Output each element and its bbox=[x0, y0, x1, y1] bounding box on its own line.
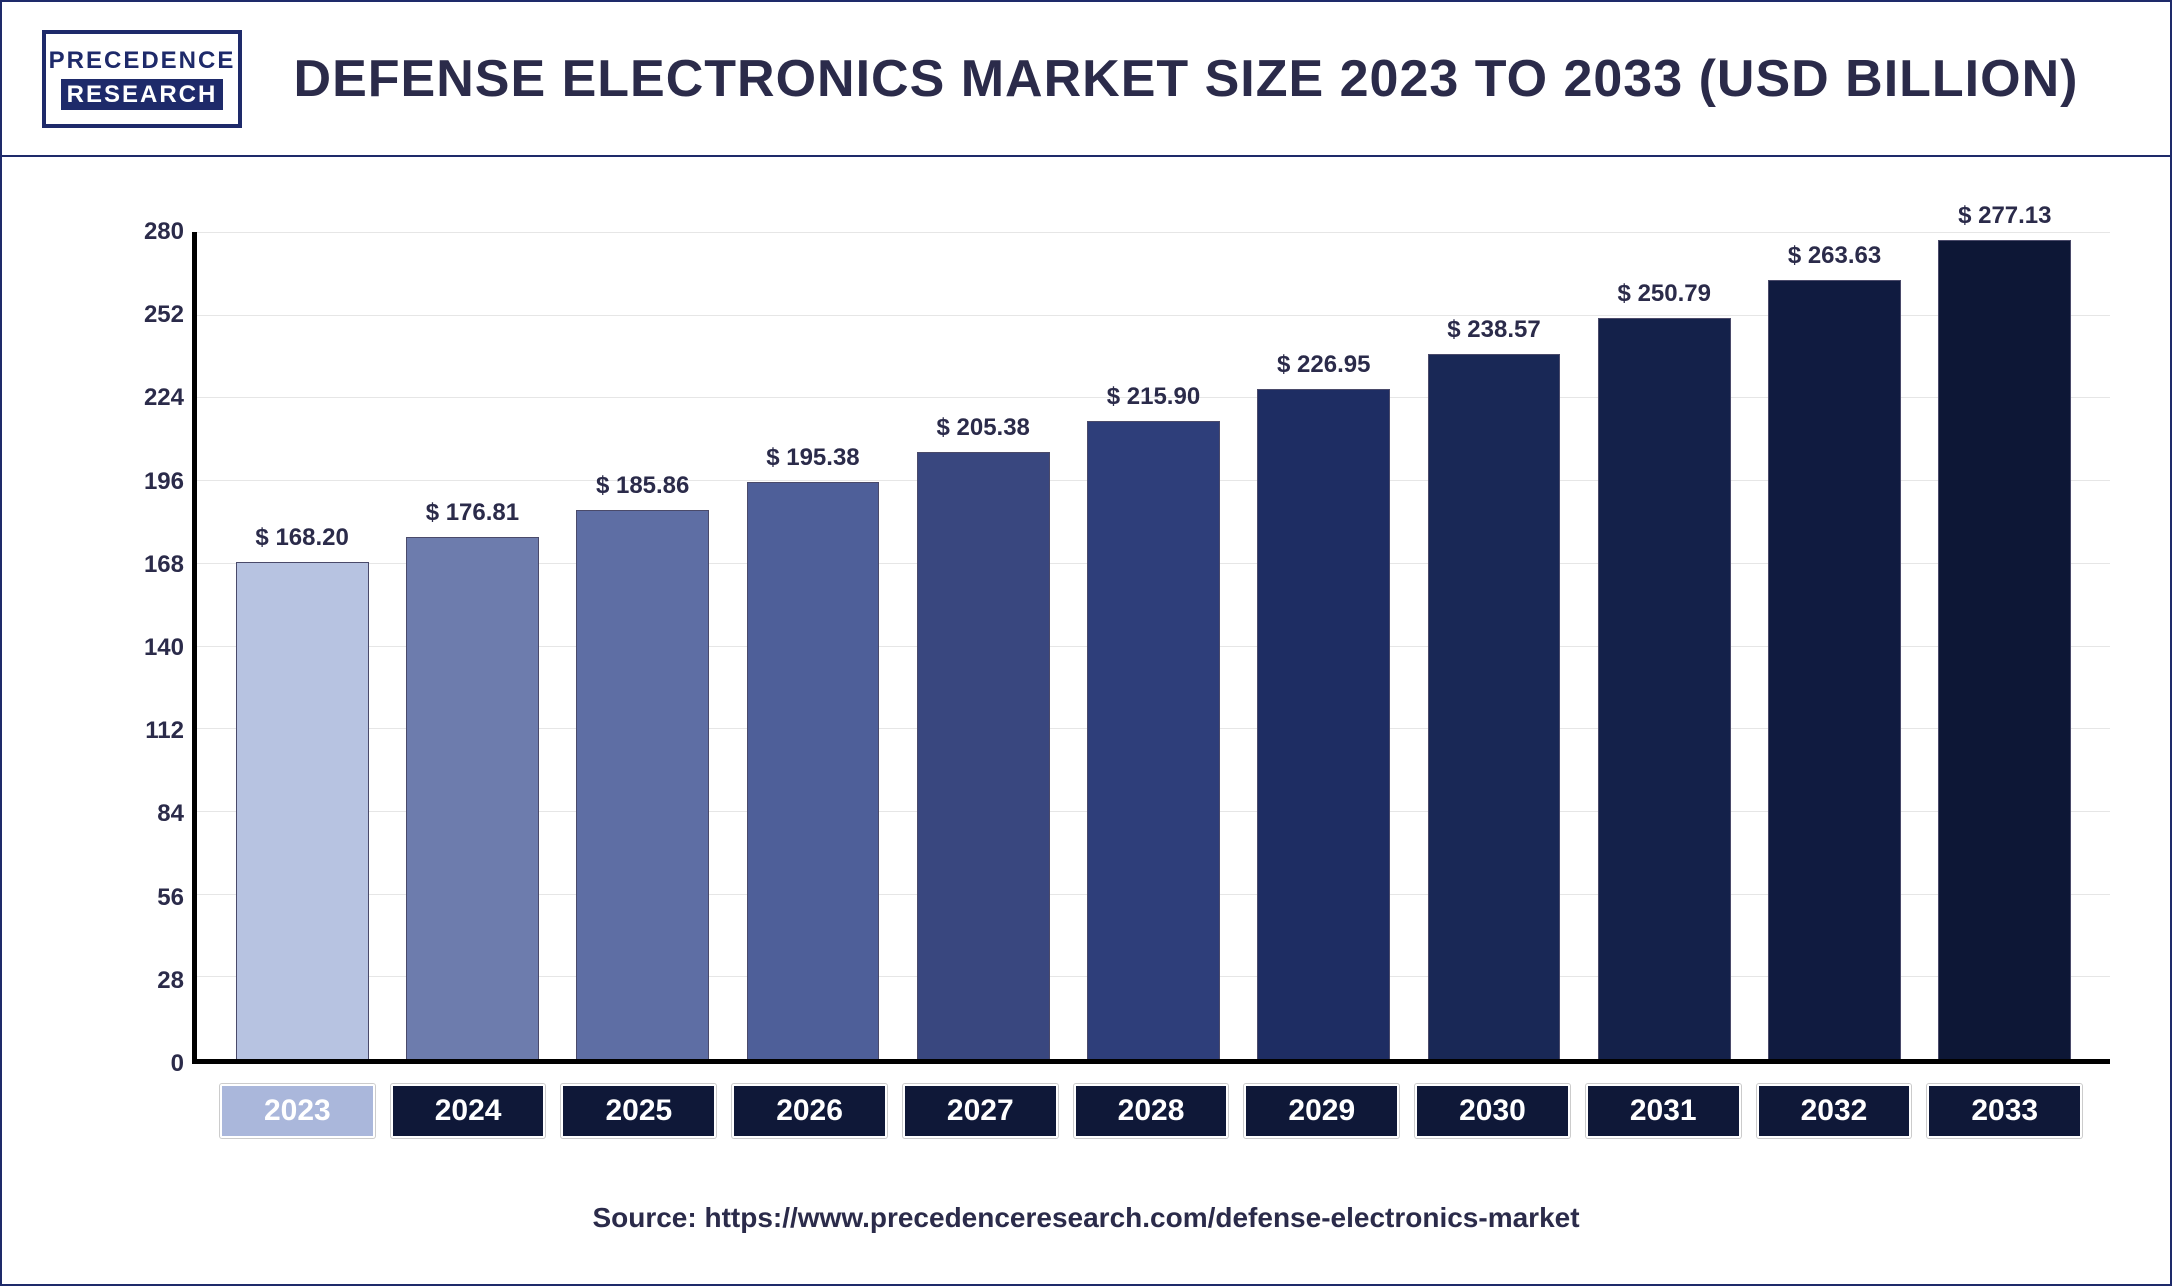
axes: $ 168.20$ 176.81$ 185.86$ 195.38$ 205.38… bbox=[192, 232, 2110, 1064]
x-axis-label: 2033 bbox=[1927, 1084, 2082, 1138]
x-axis-label: 2030 bbox=[1415, 1084, 1570, 1138]
bar-value-label: $ 215.90 bbox=[1034, 383, 1272, 411]
x-axis-label: 2028 bbox=[1074, 1084, 1229, 1138]
bar-slot: $ 185.86 bbox=[558, 232, 728, 1059]
bars-container: $ 168.20$ 176.81$ 185.86$ 195.38$ 205.38… bbox=[197, 232, 2110, 1059]
chart-frame: PRECEDENCE RESEARCH DEFENSE ELECTRONICS … bbox=[0, 0, 2172, 1286]
chart-title: DEFENSE ELECTRONICS MARKET SIZE 2023 TO … bbox=[242, 49, 2130, 109]
y-tick-label: 0 bbox=[171, 1050, 184, 1078]
bar-value-label: $ 250.79 bbox=[1545, 280, 1783, 308]
bar bbox=[1598, 318, 1731, 1059]
bar-slot: $ 238.57 bbox=[1409, 232, 1579, 1059]
bar bbox=[576, 510, 709, 1059]
x-axis-label: 2023 bbox=[220, 1084, 375, 1138]
bar-value-label: $ 226.95 bbox=[1205, 351, 1443, 379]
bar-value-label: $ 168.20 bbox=[183, 524, 421, 552]
y-tick-label: 252 bbox=[144, 301, 184, 329]
bar bbox=[1087, 421, 1220, 1059]
x-axis-label: 2032 bbox=[1757, 1084, 1912, 1138]
bar-slot: $ 195.38 bbox=[728, 232, 898, 1059]
bar-value-label: $ 195.38 bbox=[694, 444, 932, 472]
y-tick-label: 28 bbox=[157, 967, 184, 995]
bar-value-label: $ 185.86 bbox=[523, 472, 761, 500]
y-tick-label: 168 bbox=[144, 551, 184, 579]
bar bbox=[1428, 354, 1561, 1059]
bar-value-label: $ 205.38 bbox=[864, 414, 1102, 442]
x-axis-label: 2031 bbox=[1586, 1084, 1741, 1138]
y-tick-label: 84 bbox=[157, 800, 184, 828]
bar-slot: $ 176.81 bbox=[387, 232, 557, 1059]
bar bbox=[1938, 240, 2071, 1059]
bar-slot: $ 205.38 bbox=[898, 232, 1068, 1059]
header: PRECEDENCE RESEARCH DEFENSE ELECTRONICS … bbox=[2, 2, 2170, 157]
bar-slot: $ 168.20 bbox=[217, 232, 387, 1059]
bar bbox=[747, 482, 880, 1059]
y-tick-label: 56 bbox=[157, 884, 184, 912]
bar-value-label: $ 176.81 bbox=[353, 499, 591, 527]
bar-value-label: $ 263.63 bbox=[1715, 242, 1953, 270]
bar-value-label: $ 277.13 bbox=[1886, 202, 2124, 230]
logo-line-2: RESEARCH bbox=[61, 79, 224, 111]
bar bbox=[236, 562, 369, 1059]
bar bbox=[1257, 389, 1390, 1059]
y-tick-label: 140 bbox=[144, 634, 184, 662]
x-axis-label: 2024 bbox=[391, 1084, 546, 1138]
x-axis-label: 2025 bbox=[561, 1084, 716, 1138]
bar-slot: $ 250.79 bbox=[1579, 232, 1749, 1059]
bar-slot: $ 226.95 bbox=[1239, 232, 1409, 1059]
y-tick-label: 280 bbox=[144, 218, 184, 246]
y-tick-label: 112 bbox=[145, 717, 184, 745]
bar bbox=[917, 452, 1050, 1059]
x-axis-label: 2029 bbox=[1244, 1084, 1399, 1138]
bar-value-label: $ 238.57 bbox=[1375, 316, 1613, 344]
x-axis-label: 2026 bbox=[732, 1084, 887, 1138]
x-axis: 2023 2024 2025 2026 2027 2028 2029 2030 2031 2032… bbox=[192, 1084, 2110, 1138]
bar bbox=[1768, 280, 1901, 1059]
bar-slot: $ 277.13 bbox=[1920, 232, 2090, 1059]
logo-line-1: PRECEDENCE bbox=[49, 47, 236, 75]
y-tick-label: 196 bbox=[144, 468, 184, 496]
plot-area: 0285684112140168196224252280 $ 168.20$ 1… bbox=[112, 232, 2110, 1064]
y-tick-label: 224 bbox=[144, 384, 184, 412]
bar bbox=[406, 537, 539, 1059]
source-text: Source: https://www.precedenceresearch.c… bbox=[2, 1202, 2170, 1234]
bar-slot: $ 263.63 bbox=[1749, 232, 1919, 1059]
x-axis-label: 2027 bbox=[903, 1084, 1058, 1138]
brand-logo: PRECEDENCE RESEARCH bbox=[42, 30, 242, 128]
